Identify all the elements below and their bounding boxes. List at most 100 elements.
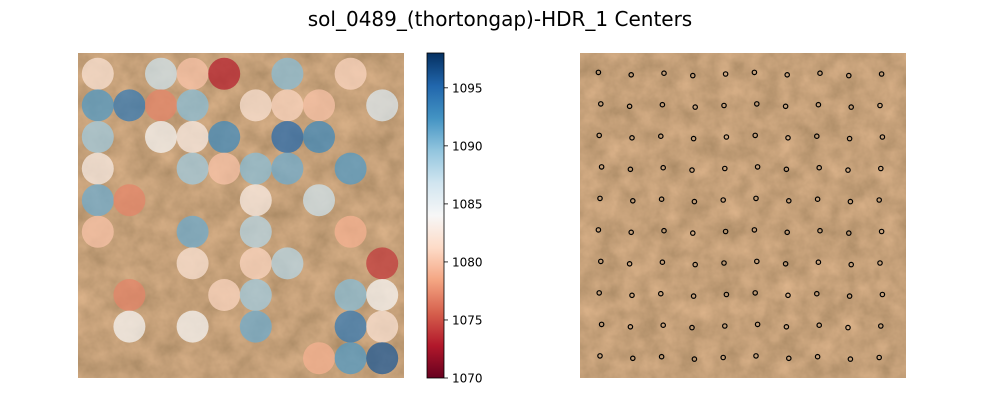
center-marker: [626, 260, 633, 267]
center-marker: [753, 353, 759, 359]
rock-image-right: [580, 53, 906, 378]
center-marker: [785, 198, 792, 204]
center-marker: [689, 167, 695, 173]
value-circle: [113, 310, 146, 343]
value-circle: [81, 215, 114, 248]
center-marker: [659, 259, 666, 266]
center-marker: [661, 70, 667, 77]
center-marker: [751, 69, 758, 76]
value-circle: [366, 310, 399, 343]
center-marker: [878, 71, 885, 77]
colorbar-gradient: [427, 53, 444, 378]
center-marker: [814, 196, 821, 203]
center-marker: [720, 197, 727, 203]
center-marker: [876, 354, 883, 361]
colorbar-ticks: 1070 1075 1080 1085 1090 1095: [444, 81, 483, 386]
center-marker: [753, 195, 759, 202]
value-circle: [271, 57, 304, 90]
value-circle: [176, 310, 209, 343]
center-marker: [815, 101, 822, 108]
value-circle: [271, 247, 304, 280]
center-marker: [721, 260, 727, 266]
center-marker: [629, 198, 636, 204]
center-marker: [878, 228, 885, 235]
center-marker: [846, 293, 853, 299]
center-marker: [879, 134, 886, 140]
left-panel: [78, 53, 404, 378]
center-marker: [626, 103, 633, 110]
center-marker: [848, 104, 855, 110]
center-marker: [691, 198, 698, 205]
value-circle: [176, 89, 209, 122]
center-marker: [848, 261, 855, 268]
value-circle: [145, 121, 177, 153]
value-circle: [145, 57, 177, 90]
center-marker: [627, 323, 634, 330]
center-marker: [596, 290, 603, 296]
center-marker: [847, 198, 854, 205]
center-marker: [661, 227, 667, 234]
center-marker: [629, 292, 635, 299]
value-circle: [145, 89, 177, 122]
center-marker: [689, 324, 695, 331]
center-marker: [692, 104, 699, 110]
center-marker: [721, 323, 728, 329]
center-marker: [816, 322, 823, 329]
center-marker: [689, 72, 696, 79]
center-marker: [752, 290, 759, 296]
value-circle: [113, 184, 146, 217]
value-circle: [239, 184, 272, 217]
value-circle: [303, 121, 335, 153]
value-circle: [81, 121, 114, 153]
center-marker: [627, 166, 634, 173]
center-marker: [598, 164, 605, 170]
center-marker: [815, 259, 822, 266]
value-circle: [176, 152, 209, 185]
center-marker: [754, 321, 761, 328]
value-circle: [271, 152, 304, 185]
center-marker: [597, 258, 604, 265]
center-marker: [784, 72, 791, 78]
center-marker: [595, 69, 602, 76]
center-marker: [877, 323, 884, 329]
center-marker: [751, 227, 758, 233]
center-marker: [876, 197, 883, 203]
value-circle: [334, 310, 367, 343]
value-circle: [366, 342, 399, 375]
center-marker: [846, 135, 853, 142]
center-marker: [690, 135, 697, 142]
center-marker: [753, 101, 760, 107]
center-marker: [723, 291, 730, 298]
center-marker: [660, 322, 667, 329]
center-marker: [722, 71, 729, 77]
value-circle: [113, 89, 146, 122]
value-circle: [271, 121, 304, 153]
center-marker: [596, 132, 603, 139]
colorbar-tick-label: 1095: [452, 81, 483, 95]
center-marker: [845, 230, 852, 236]
center-marker: [785, 135, 791, 141]
center-marker: [720, 354, 727, 361]
center-marker: [628, 72, 635, 78]
center-marker: [692, 261, 699, 268]
colorbar: 1070 1075 1080 1085 1090 1095: [426, 52, 483, 386]
value-circle: [81, 89, 114, 122]
center-marker: [814, 353, 821, 360]
center-marker: [659, 101, 666, 108]
value-circle: [239, 247, 272, 280]
center-marker: [597, 101, 604, 107]
center-marker: [752, 132, 759, 139]
value-circle: [303, 89, 335, 122]
value-circle: [208, 121, 241, 153]
center-marker: [597, 353, 603, 359]
left-value-circles: [81, 57, 399, 375]
center-marker: [657, 290, 664, 297]
center-marker: [785, 355, 792, 362]
center-marker: [783, 323, 790, 330]
center-marker: [813, 290, 820, 297]
center-marker: [658, 196, 665, 203]
center-marker: [785, 292, 791, 299]
center-marker: [598, 321, 605, 328]
value-circle: [239, 310, 272, 343]
